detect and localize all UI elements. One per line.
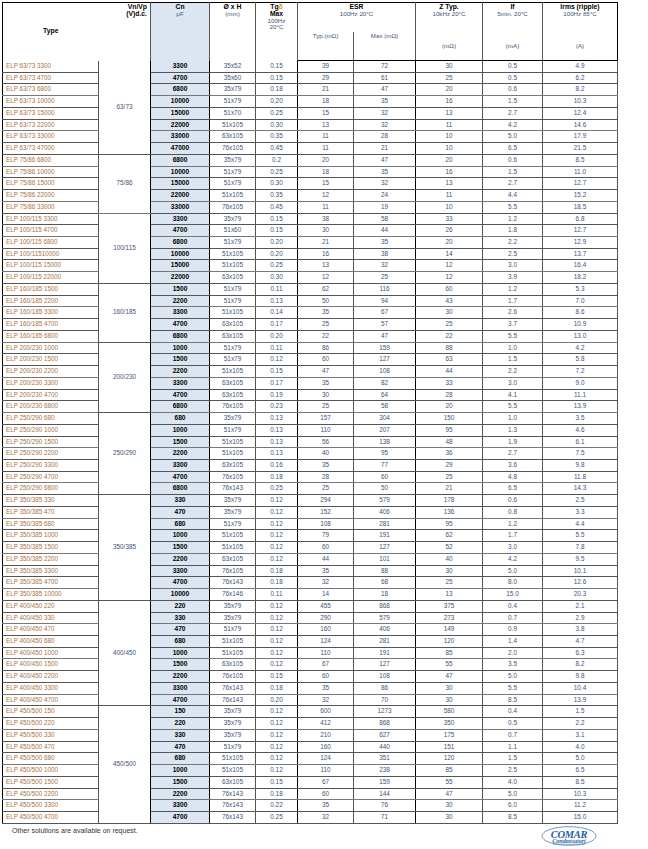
svg-text:Condensatori: Condensatori (552, 838, 586, 844)
